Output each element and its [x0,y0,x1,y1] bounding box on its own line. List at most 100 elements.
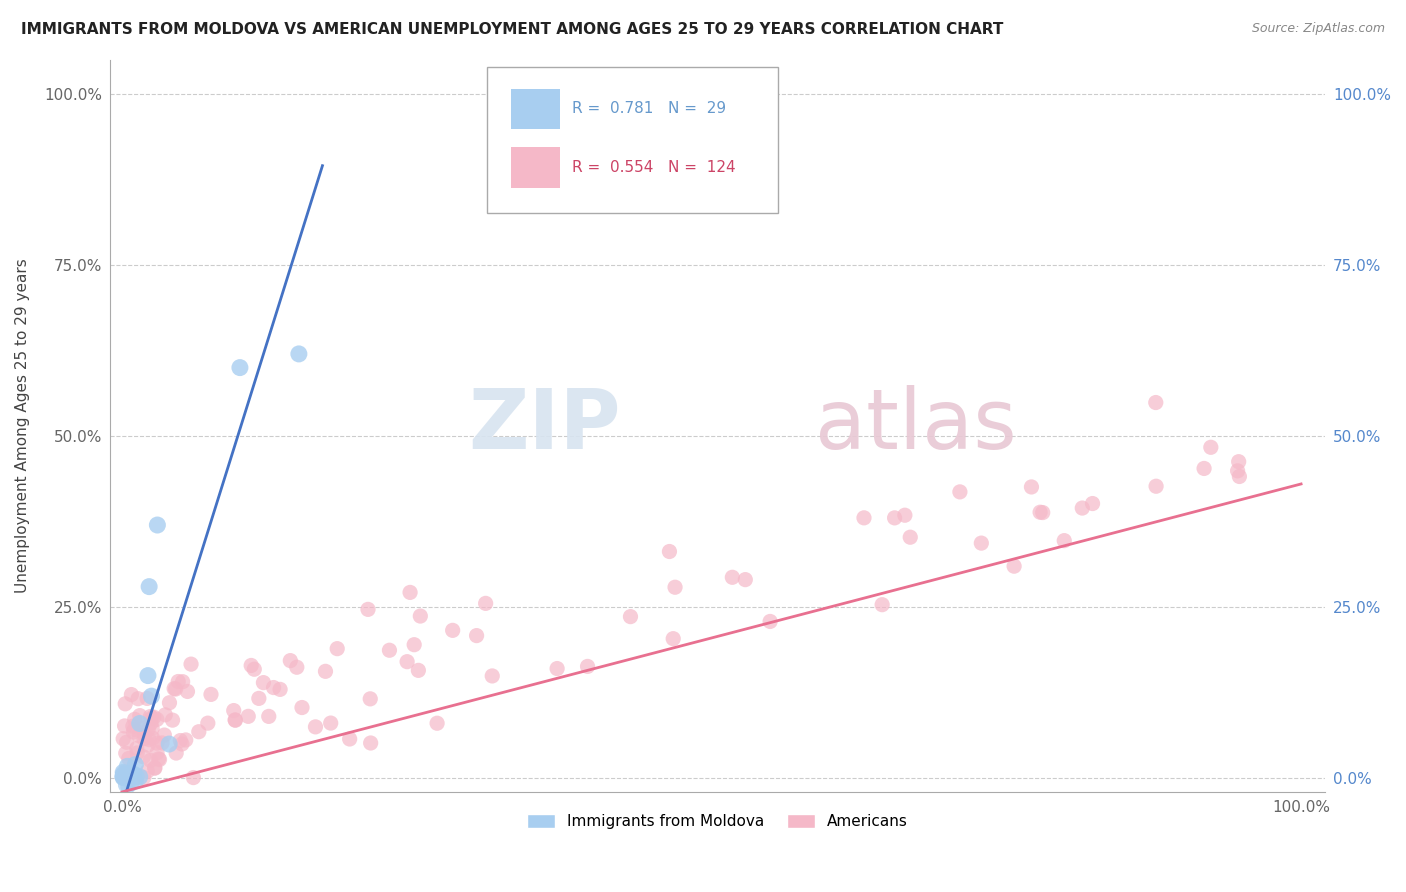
Point [619,609,641,624]
Point [1071,501,1094,516]
Text: Source: ZipAtlas.com: Source: ZipAtlas.com [1251,22,1385,36]
Point [148,752,170,766]
Point [870,598,893,612]
Point [224,713,246,727]
Text: IMMIGRANTS FROM MOLDOVA VS AMERICAN UNEMPLOYMENT AMONG AGES 25 TO 29 YEARS CORRE: IMMIGRANTS FROM MOLDOVA VS AMERICAN UNEM… [21,22,1004,37]
Point [142,710,165,724]
Point [138,580,160,594]
Text: R =  0.554   N =  124: R = 0.554 N = 124 [572,160,735,175]
Legend: Immigrants from Moldova, Americans: Immigrants from Moldova, Americans [522,808,914,836]
Point [132,731,155,746]
Point [112,768,135,782]
Point [114,746,136,760]
Point [112,765,135,780]
Point [1229,469,1251,483]
Point [222,704,245,718]
Point [174,733,197,747]
Point [136,691,159,706]
Point [141,689,163,703]
Point [169,733,191,747]
Point [136,764,159,779]
Point [1029,505,1052,519]
Bar [510,147,560,187]
Point [159,696,181,710]
Point [1021,480,1043,494]
Point [257,709,280,723]
Point [949,484,972,499]
Point [153,728,176,742]
Point [165,746,187,760]
Point [112,768,135,782]
Point [114,769,136,783]
Point [114,778,136,792]
Point [734,573,756,587]
Point [125,774,148,789]
Point [112,771,135,785]
Point [114,697,136,711]
Point [155,707,177,722]
Point [142,731,165,745]
Point [404,638,426,652]
Point [124,757,146,772]
Point [409,609,432,624]
Point [576,659,599,673]
Point [357,602,380,616]
Point [263,681,285,695]
Point [131,722,153,736]
Point [112,769,135,783]
Point [664,580,686,594]
Point [128,729,150,743]
Point [1199,440,1222,454]
Point [114,719,136,733]
Point [138,732,160,747]
Point [970,536,993,550]
Point [1192,461,1215,475]
Point [759,615,782,629]
Point [172,674,194,689]
Point [240,658,263,673]
Point [481,669,503,683]
Point [197,716,219,731]
Point [120,688,142,702]
Point [291,700,314,714]
Point [167,674,190,689]
Point [441,624,464,638]
Point [1053,533,1076,548]
Point [658,544,681,558]
Point [408,664,430,678]
Point [112,769,135,783]
Point [243,662,266,676]
Point [148,752,170,766]
Point [898,530,921,544]
Point [359,691,381,706]
Point [721,570,744,584]
Point [143,761,166,775]
Point [288,347,311,361]
Point [117,759,139,773]
Point [146,713,169,727]
Text: R =  0.781   N =  29: R = 0.781 N = 29 [572,101,725,116]
Point [114,769,136,783]
Point [1002,559,1025,574]
Point [136,668,159,682]
Point [426,716,449,731]
Point [120,777,142,791]
Point [183,771,205,785]
Point [269,682,291,697]
Point [124,712,146,726]
Point [396,655,419,669]
Point [115,735,138,749]
Point [139,753,162,767]
Point [112,767,135,781]
Point [122,725,145,739]
Point [474,596,496,610]
Point [662,632,685,646]
Point [114,764,136,779]
Point [136,738,159,752]
Point [1032,506,1054,520]
Point [118,751,141,765]
Point [112,769,135,783]
Bar [510,89,560,129]
Point [180,657,202,672]
Point [1144,395,1167,409]
